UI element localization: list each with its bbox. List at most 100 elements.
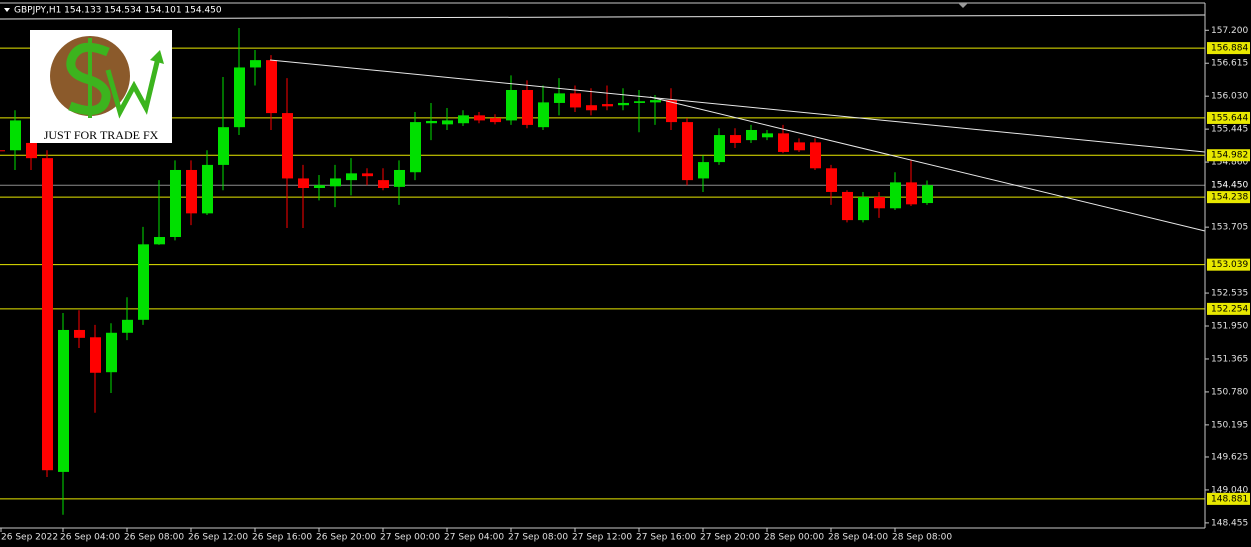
levels-layer <box>0 47 1205 500</box>
candle-body <box>442 120 453 125</box>
candle-body <box>538 102 549 128</box>
candle-body <box>10 120 21 151</box>
candle-body <box>410 122 421 173</box>
x-tick-label: 27 Sep 08:00 <box>508 533 568 543</box>
y-tick-label: 150.780 <box>1211 387 1248 397</box>
candle-body <box>554 93 565 103</box>
candle-body <box>90 337 101 373</box>
price-label: 154.450 <box>1211 181 1248 191</box>
candle-body <box>730 135 741 143</box>
candle-body <box>890 182 901 209</box>
y-tick-label: 148.455 <box>1211 518 1248 528</box>
level-label-box <box>1207 111 1250 124</box>
candle-body <box>474 115 485 121</box>
candle-body <box>314 185 325 189</box>
candle-body <box>106 332 117 373</box>
chart-title: GBPJPY,H1 154.133 154.534 154.101 154.45… <box>14 6 222 16</box>
candle-body <box>842 191 853 221</box>
trend-line <box>649 96 1206 232</box>
candle-body <box>874 197 885 209</box>
candle-body <box>618 102 629 106</box>
level-label: 155.644 <box>1211 113 1248 123</box>
candle-body <box>0 150 5 152</box>
candle-body <box>346 173 357 181</box>
level-label-box <box>1207 149 1250 162</box>
x-tick-label: 27 Sep 12:00 <box>572 533 632 543</box>
candle-body <box>362 173 373 177</box>
y-tick-label: 150.195 <box>1211 420 1248 430</box>
candle-body <box>666 100 677 123</box>
candle-body <box>218 127 229 165</box>
candle-body <box>746 129 757 141</box>
price-label-box <box>1206 179 1250 192</box>
y-tick-label: 152.535 <box>1211 289 1248 299</box>
x-tick-label: 27 Sep 20:00 <box>700 533 760 543</box>
x-tick-label: 26 Sep 04:00 <box>60 533 120 543</box>
candle-body <box>154 237 165 245</box>
candle-body <box>714 135 725 163</box>
candles-layer <box>0 28 933 515</box>
y-tick-label: 149.040 <box>1211 485 1248 495</box>
candle-body <box>506 89 517 121</box>
candle-body <box>602 104 613 107</box>
candle-body <box>74 329 85 338</box>
x-tick-label: 27 Sep 00:00 <box>380 533 440 543</box>
candle-body <box>26 142 37 159</box>
candle-body <box>58 329 69 472</box>
candle-body <box>906 182 917 205</box>
candle-body <box>42 158 53 471</box>
y-tick-label: 157.200 <box>1211 26 1248 36</box>
shift-marker <box>958 3 968 8</box>
candle-body <box>586 105 597 111</box>
candle-body <box>282 113 293 179</box>
level-label-box <box>1207 258 1250 271</box>
candle-body <box>522 89 533 125</box>
x-tick-label: 27 Sep 16:00 <box>636 533 696 543</box>
y-tick-label: 155.445 <box>1211 125 1248 135</box>
level-label: 153.039 <box>1211 260 1248 270</box>
candle-body <box>698 162 709 179</box>
y-tick-label: 156.030 <box>1211 92 1248 102</box>
y-tick-label: 151.365 <box>1211 354 1248 364</box>
level-label: 152.254 <box>1211 304 1248 314</box>
x-tick-label: 26 Sep 08:00 <box>124 533 184 543</box>
x-tick-label: 26 Sep 16:00 <box>252 533 312 543</box>
candle-body <box>778 133 789 152</box>
axes-layer: 157.200 156.615 156.030 155.445 154.860 153.7… <box>0 26 1250 543</box>
candle-body <box>234 67 245 128</box>
y-tick-label: 153.705 <box>1211 223 1248 233</box>
candle-body <box>202 164 213 214</box>
candle-body <box>426 120 437 124</box>
candle-body <box>682 122 693 181</box>
level-label: 148.881 <box>1211 494 1248 504</box>
candle-body <box>922 185 933 204</box>
candle-body <box>122 319 133 333</box>
logo-w <box>105 57 161 119</box>
candle-body <box>170 169 181 238</box>
candle-body <box>394 169 405 187</box>
x-tick-label: 28 Sep 00:00 <box>764 533 824 543</box>
x-tick-label: 28 Sep 04:00 <box>828 533 888 543</box>
level-label: 154.982 <box>1211 151 1248 161</box>
x-tick-label: 28 Sep 08:00 <box>892 533 952 543</box>
y-tick-label: 151.950 <box>1211 322 1248 332</box>
trend-line <box>269 59 1206 153</box>
x-tick-label: 26 Sep 2022 <box>1 533 58 543</box>
candle-body <box>570 93 581 108</box>
logo: JUST FOR TRADE FX <box>30 30 172 143</box>
candle-body <box>826 168 837 192</box>
y-tick-label: 154.860 <box>1211 158 1248 168</box>
candle-body <box>490 118 501 123</box>
level-label-box <box>1207 42 1250 55</box>
y-tick-label: 149.625 <box>1211 452 1248 462</box>
level-label: 154.238 <box>1211 193 1248 203</box>
x-tick-label: 26 Sep 12:00 <box>188 533 248 543</box>
x-tick-label: 26 Sep 20:00 <box>316 533 376 543</box>
candle-body <box>858 197 869 221</box>
candle-body <box>762 133 773 138</box>
x-tick-label: 27 Sep 04:00 <box>444 533 504 543</box>
